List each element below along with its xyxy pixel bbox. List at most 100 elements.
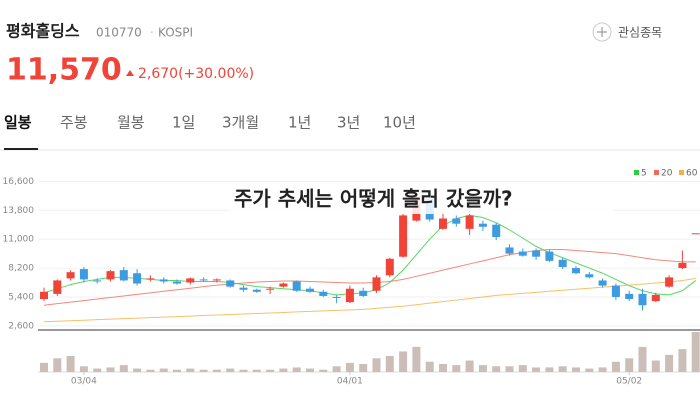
up-arrow (126, 70, 134, 76)
y-tick-label: 13,800 (3, 206, 35, 216)
chart: 2,600 5,400 8,200 11,000 13,800 16,600 03/04 04… (3, 169, 700, 387)
candle-body (638, 293, 647, 306)
candle-body (306, 288, 314, 292)
legend-label: 20 (661, 169, 673, 179)
volume-bar (425, 361, 434, 372)
candle-body (478, 223, 487, 227)
candle-body (239, 287, 248, 290)
candle-body (66, 272, 75, 279)
candle-body (452, 218, 461, 224)
volume-bar (465, 360, 474, 372)
tab[interactable]: 3개월 (222, 114, 259, 132)
candle-body (558, 259, 567, 268)
volume-bar (133, 368, 142, 372)
volume-bar (505, 366, 514, 372)
volume-bar (492, 366, 501, 372)
volume-bar (199, 369, 208, 372)
volume-bar (252, 369, 261, 372)
volume-bar (452, 365, 461, 372)
y-tick-label: 11,000 (3, 235, 35, 245)
tab[interactable]: 월봉 (117, 114, 145, 132)
candle-body (585, 274, 594, 278)
tab[interactable]: 1년 (288, 114, 311, 132)
chart-title: 주가 추세는 어떻게 흘러 갔을까? (234, 187, 513, 211)
volume-bar (598, 367, 607, 372)
candle-body (292, 281, 301, 291)
volume-bar (625, 358, 634, 372)
volume-bar (558, 366, 567, 372)
candle-body (545, 251, 554, 261)
volume-bar (319, 369, 328, 372)
volume-bar (532, 367, 541, 372)
volume-bar (53, 358, 62, 372)
candle-body (53, 280, 62, 294)
volume-bar (385, 356, 394, 372)
tabs: 일봉 주봉 월봉 1일 3개월 1년 3년 10년 (4, 114, 416, 132)
candle-body (572, 268, 580, 274)
candle-body (93, 280, 102, 282)
legend-swatch (634, 170, 639, 175)
volume-bar (665, 354, 674, 372)
candle-body (332, 296, 341, 298)
candle-body (399, 215, 408, 257)
legend-swatch (679, 170, 684, 175)
tab[interactable]: 3년 (337, 114, 360, 132)
y-tick-label: 8,200 (8, 264, 34, 274)
tab[interactable]: 주봉 (60, 114, 88, 132)
candle-body (159, 279, 168, 282)
tab[interactable]: 일봉 (4, 114, 32, 132)
candle-body (439, 218, 447, 229)
candle-body (691, 233, 700, 235)
volume-bar (691, 332, 700, 372)
volume-bar (359, 364, 368, 372)
price: 11,570 (6, 53, 122, 88)
watch-label: 관심종목 (618, 26, 662, 40)
candle-body (492, 224, 501, 238)
volume-bar (399, 351, 408, 372)
candle-body (345, 288, 354, 303)
x-tick-label: 05/02 (616, 377, 642, 387)
volume-bar (651, 360, 660, 372)
candle-body (625, 293, 634, 300)
candle-body (133, 273, 142, 284)
volume-bar (439, 364, 447, 372)
watch-button[interactable]: 관심종목 (592, 22, 662, 42)
candle-body (212, 279, 221, 281)
change: 2,670(+30.00%) (138, 66, 254, 82)
market: KOSPI (158, 26, 193, 40)
candle-body (518, 251, 527, 256)
volume-bar (146, 369, 155, 372)
x-tick-label: 04/01 (337, 377, 363, 387)
volume-bar (106, 367, 115, 372)
volume-bar (212, 369, 221, 372)
ma-line (43, 214, 697, 296)
volume-bar (545, 367, 554, 372)
volume-bar (226, 368, 235, 372)
volume-bar (93, 368, 102, 372)
plus-circle (592, 22, 612, 42)
ma-line (43, 277, 696, 323)
volume-bar (173, 369, 181, 372)
volume-bar (66, 356, 75, 372)
volume-bar (279, 368, 288, 372)
ma-line (43, 248, 696, 306)
title-bg (230, 184, 614, 214)
volume-bar (478, 365, 487, 372)
candle-body (359, 290, 368, 296)
candle-body (252, 289, 261, 292)
volume-bar (40, 362, 48, 372)
candle-body (119, 270, 128, 281)
volume-bar (678, 349, 687, 372)
volume-bar (292, 367, 301, 372)
plus-icon (597, 27, 607, 37)
stock-name: 평화홀딩스 (6, 22, 80, 41)
y-tick-label: 5,400 (8, 292, 34, 302)
candle-body (651, 294, 660, 302)
volume-bar (372, 358, 381, 372)
tab[interactable]: 10년 (383, 114, 416, 132)
volume-bar (159, 368, 168, 372)
tab[interactable]: 1일 (172, 114, 195, 132)
candle-body (319, 291, 328, 296)
y-tick-label: 2,600 (8, 321, 34, 331)
